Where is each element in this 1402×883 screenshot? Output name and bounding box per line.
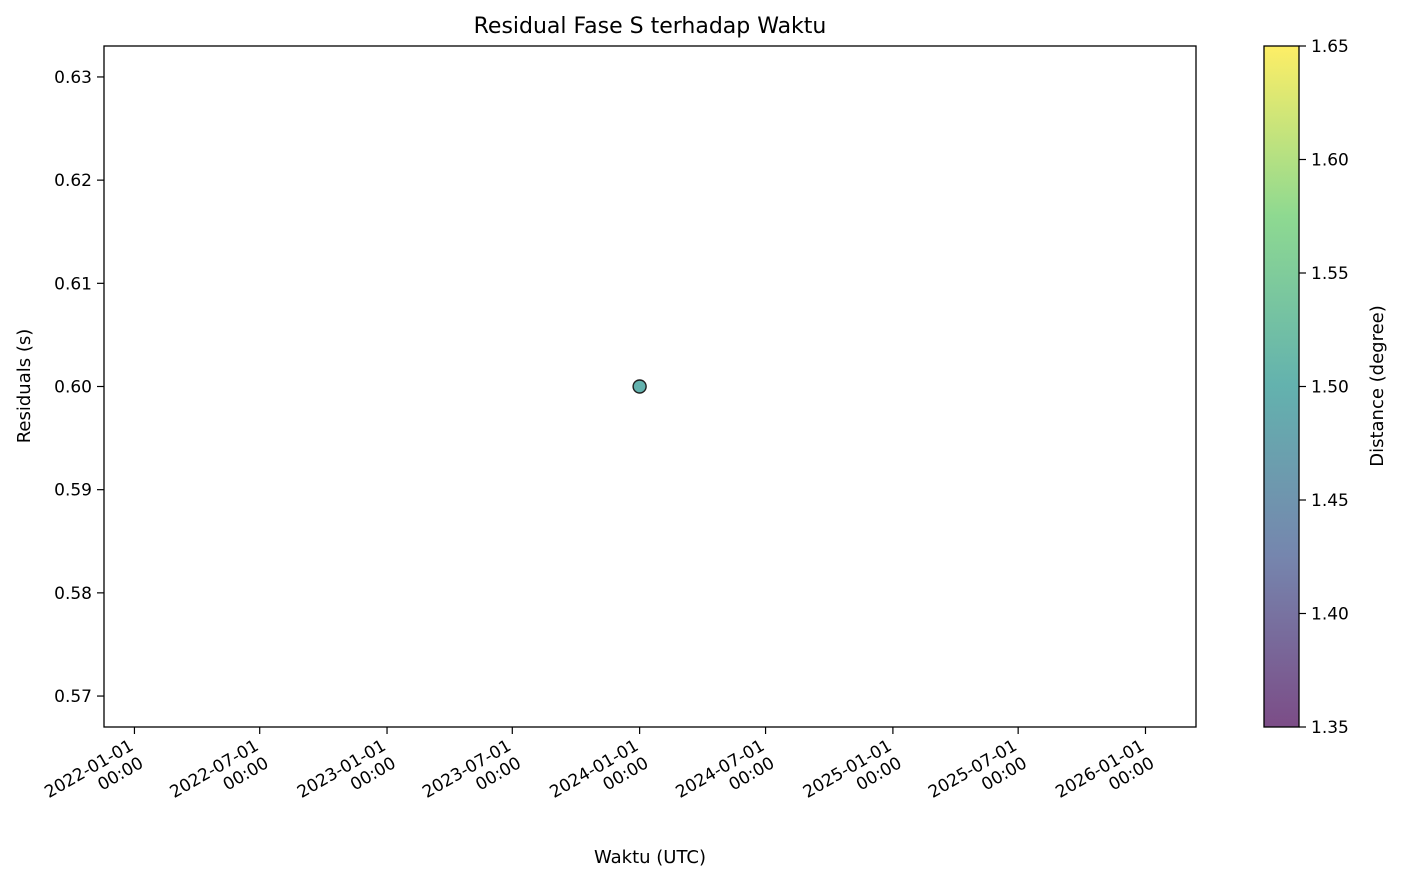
y-tick-label: 0.59 — [54, 481, 92, 501]
y-tick-label: 0.60 — [54, 378, 92, 398]
colorbar-tick-label: 1.60 — [1311, 151, 1349, 171]
colorbar-tick-label: 1.50 — [1311, 378, 1349, 398]
y-axis-label: Residuals (s) — [14, 329, 35, 444]
chart-title: Residual Fase S terhadap Waktu — [474, 14, 827, 39]
y-axis: 0.57 0.58 0.59 0.60 0.61 0.62 0.63 — [54, 68, 104, 707]
x-axis-label: Waktu (UTC) — [594, 847, 706, 868]
y-tick-label: 0.57 — [54, 687, 92, 707]
y-tick-label: 0.62 — [54, 171, 92, 191]
colorbar-gradient — [1264, 46, 1299, 727]
colorbar-label: Distance (degree) — [1367, 305, 1388, 467]
colorbar-tick-label: 1.55 — [1311, 264, 1349, 284]
colorbar-tick-label: 1.40 — [1311, 605, 1349, 625]
plot-area — [103, 45, 1197, 728]
colorbar-tick-label: 1.35 — [1311, 718, 1349, 738]
colorbar-tick-label: 1.65 — [1311, 37, 1349, 57]
colorbar-tick-label: 1.45 — [1311, 491, 1349, 511]
data-point — [632, 379, 647, 394]
y-tick-label: 0.63 — [54, 68, 92, 88]
data-points — [632, 379, 647, 394]
y-tick-label: 0.58 — [54, 584, 92, 604]
colorbar: 1.35 1.40 1.45 1.50 1.55 1.60 1.65 Distance (d… — [1263, 37, 1388, 738]
colorbar-ticks: 1.35 1.40 1.45 1.50 1.55 1.60 1.65 — [1299, 37, 1349, 738]
y-tick-label: 0.61 — [54, 274, 92, 294]
